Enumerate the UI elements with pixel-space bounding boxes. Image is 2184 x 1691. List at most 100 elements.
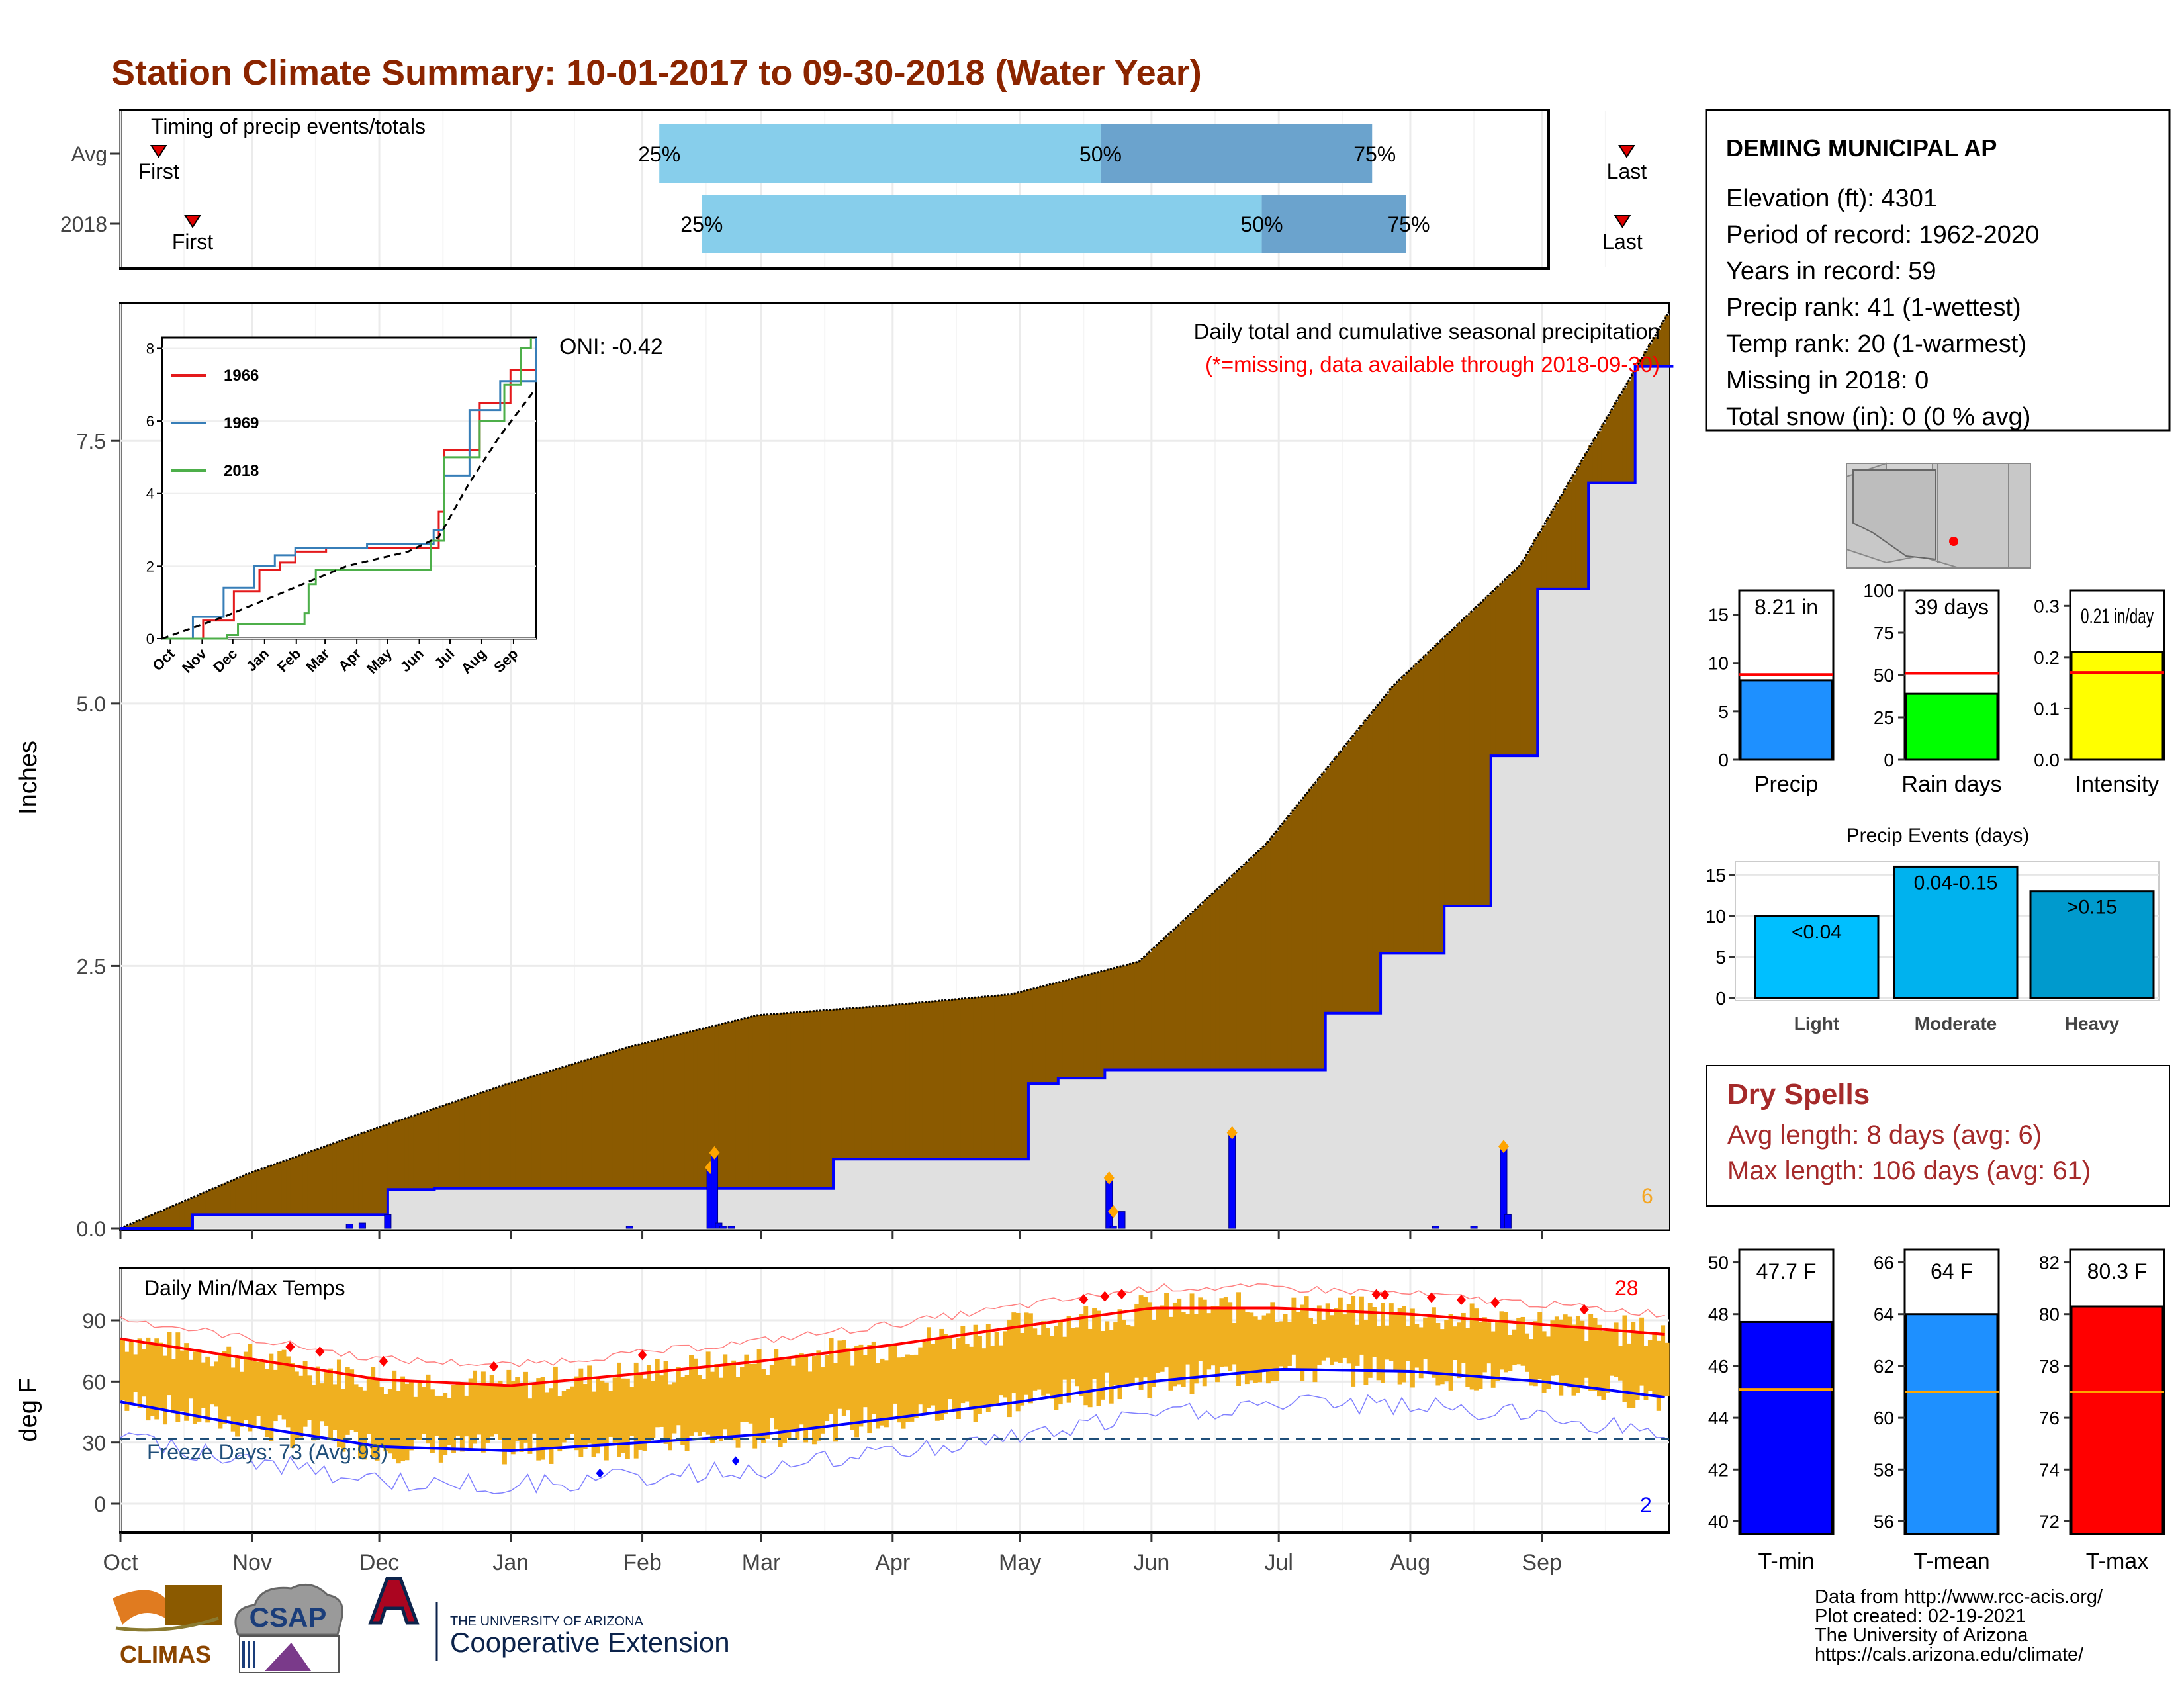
daily-temp-range [1363,1320,1369,1385]
daily-temp-range [969,1346,974,1410]
daily-temp-range [718,1377,723,1441]
daily-temp-range [1325,1303,1330,1358]
daily-temp-range [1355,1324,1360,1366]
deficit-segment [1003,995,1008,1160]
deficit-segment [672,1035,677,1189]
legend-label: 1969 [224,414,259,432]
daily-temp-range [468,1378,473,1450]
deficit-segment [506,1083,512,1189]
deficit-segment [714,1025,719,1189]
daily-temp-range [752,1363,758,1449]
daily-precip-bar [1228,1132,1236,1229]
daily-temp-range [506,1369,512,1449]
deficit-segment [302,1153,308,1215]
deficit-segment [489,1089,494,1189]
daily-temp-range [269,1353,274,1441]
deficit-segment [1622,387,1627,483]
deficit-segment [214,1187,219,1215]
deficit-segment [549,1070,554,1189]
deficit-segment [1126,964,1131,1070]
temp-label: T-max [2086,1549,2148,1574]
deficit-segment [243,1174,248,1215]
precip-ylabel: Inches [15,741,42,815]
record-min-line [120,1394,1665,1494]
deficit-segment [1028,989,1033,1084]
daily-temp-range [1075,1327,1080,1387]
footer-org: The University of Arizona [1815,1625,2028,1646]
daily-temp-range [1414,1324,1420,1368]
deficit-segment [1567,481,1572,589]
deficit-segment [188,1198,193,1228]
deficit-segment [862,1007,868,1160]
deficit-segment [1355,730,1360,1013]
deficit-segment [1092,973,1097,1079]
daily-temp-range [375,1379,380,1461]
daily-temp-range [1160,1305,1165,1372]
daily-temp-range [1410,1308,1415,1388]
daily-temp-range [1601,1331,1606,1400]
daily-temp-range [1177,1298,1182,1385]
daily-temp-range [1618,1346,1623,1381]
record-high-marker [1456,1295,1466,1306]
deficit-segment [1181,920,1186,1070]
daily-temp-range [408,1381,414,1451]
daily-temp-range [426,1374,431,1444]
deficit-segment [1121,965,1126,1070]
record-high-marker [1380,1289,1390,1301]
daily-temp-range [1503,1312,1508,1373]
daily-temp-range [1529,1339,1534,1386]
temp-tick: 48 [1708,1304,1729,1325]
deficit-segment [1490,590,1496,756]
deficit-segment [392,1122,397,1190]
daily-temp-range [1011,1312,1017,1394]
normal-cumulative-line [120,311,1670,1230]
daily-temp-range [1516,1318,1522,1365]
deficit-segment [1300,799,1305,1070]
daily-temp-range [978,1336,982,1414]
daily-temp-range [1121,1320,1126,1387]
daily-temp-range [655,1359,660,1428]
temp-ylabel: deg F [15,1377,42,1441]
deficit-segment [1631,373,1636,483]
daily-temp-range [188,1359,193,1399]
daily-temp-range [1367,1303,1373,1378]
record-low-marker [596,1468,604,1478]
daily-temp-range [536,1378,541,1461]
daily-temp-range [404,1383,410,1461]
daily-temp-range [833,1363,838,1442]
deficit-segment [1185,916,1191,1070]
daily-temp-range [1304,1296,1309,1369]
deficit-segment [846,1008,851,1160]
deficit-segment [1406,671,1411,954]
month-label: Mar [742,1550,781,1575]
daily-temp-range [693,1358,698,1433]
record-high-marker [315,1346,325,1357]
daily-temp-range [790,1365,796,1430]
deficit-segment [1087,974,1093,1079]
temp-tick: 60 [1874,1408,1894,1428]
deficit-segment [349,1136,355,1215]
daily-temp-range [1431,1307,1436,1378]
daily-temp-range [1554,1316,1559,1376]
daily-temp-range [1435,1322,1441,1386]
deficit-segment [884,1005,889,1160]
daily-temp-range [1541,1331,1547,1393]
deficit-segment [668,1036,673,1189]
summary-label: Rain days [1901,772,2001,797]
daily-temp-range [1079,1314,1084,1396]
deficit-segment [332,1142,338,1215]
daily-temp-range [1312,1324,1318,1383]
daily-temp-range [124,1351,130,1411]
daily-temp-range [1622,1315,1627,1402]
daily-temp-range [366,1376,371,1434]
daily-temp-range [1198,1297,1203,1361]
daily-temp-range [477,1385,482,1435]
legend-label: 2018 [224,462,259,480]
daily-temp-range [459,1382,465,1452]
daily-temp-range [1439,1329,1445,1385]
temp-tick: 64 [1874,1304,1894,1325]
deficit-segment [375,1128,380,1215]
daily-temp-range [230,1367,236,1432]
daily-temp-range [600,1380,605,1445]
temp-tick: 58 [1874,1459,1894,1480]
